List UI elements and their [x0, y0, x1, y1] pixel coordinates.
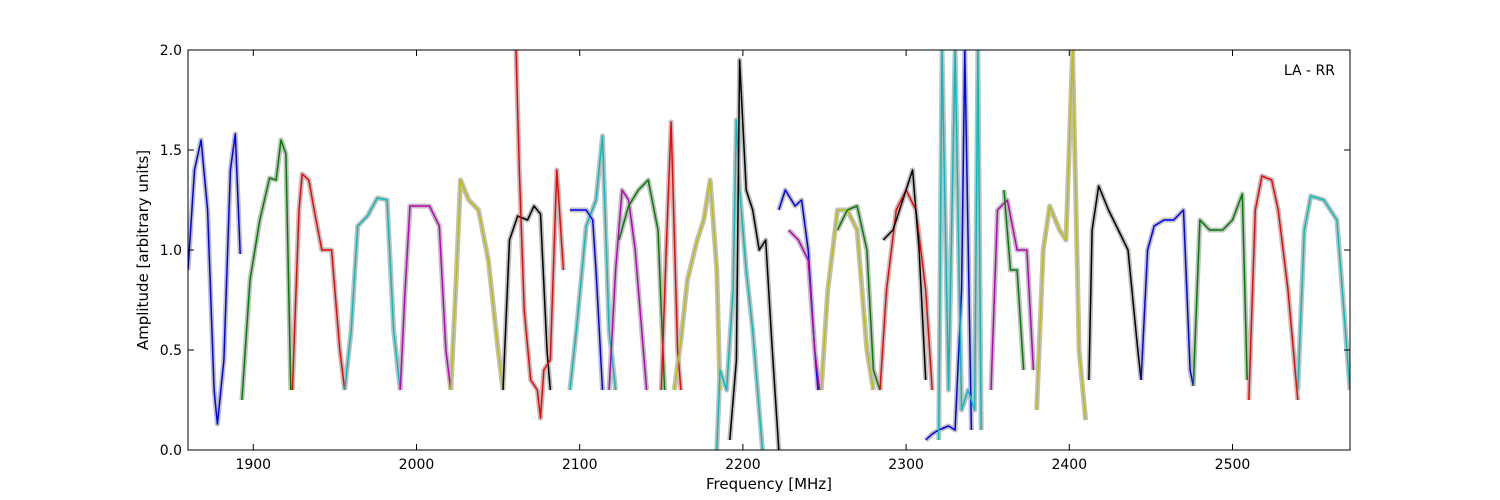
- series-line-24: [937, 50, 982, 441]
- series-line-11: [608, 189, 648, 391]
- series-line-2: [241, 139, 292, 401]
- series-line-13: [660, 121, 682, 391]
- series-group: [188, 50, 1350, 450]
- series-line-31: [1248, 175, 1299, 401]
- series-line-1: [188, 133, 241, 425]
- series-line-23: [925, 50, 973, 441]
- series-line-30: [1192, 193, 1248, 387]
- series-line-16: [729, 59, 780, 450]
- y-tick-label: 0.0: [160, 443, 182, 459]
- series-line-14: [673, 179, 721, 391]
- y-tick-label: 1.5: [160, 143, 182, 159]
- series-line-25: [990, 199, 1035, 391]
- series-line-10: [569, 209, 604, 391]
- x-tick-label: 2200: [725, 457, 761, 473]
- y-axis: 0.0 0.5 1.0 1.5 2.0: [160, 43, 1350, 459]
- x-tick-label: 1900: [235, 457, 271, 473]
- series-line-28: [1088, 185, 1142, 381]
- series-line-7: [502, 205, 552, 391]
- series-line-20: [836, 205, 881, 391]
- series-line-5: [399, 205, 452, 391]
- x-axis: 1900 2000 2100 2200 2300 2400 2500: [235, 50, 1250, 473]
- x-axis-label: Frequency [MHz]: [706, 475, 832, 493]
- series-line-29: [1140, 209, 1195, 387]
- series-line-18: [788, 229, 821, 391]
- x-tick-label: 2000: [399, 457, 435, 473]
- panel-annotation: LA - RR: [1284, 63, 1335, 79]
- y-tick-label: 1.0: [160, 243, 182, 259]
- series-line-32: [1297, 195, 1350, 391]
- x-tick-label: 2300: [888, 457, 924, 473]
- x-tick-label: 2400: [1051, 457, 1087, 473]
- y-tick-label: 2.0: [160, 43, 182, 59]
- series-line-8: [515, 50, 565, 419]
- y-tick-label: 0.5: [160, 343, 182, 359]
- y-axis-label: Amplitude [arbitrary units]: [134, 150, 152, 350]
- series-line-12: [618, 179, 666, 391]
- series-line-26: [1003, 189, 1025, 371]
- series-line-9: [569, 135, 617, 391]
- x-tick-label: 2500: [1215, 457, 1251, 473]
- series-line-4: [343, 197, 401, 391]
- series-line-6: [450, 179, 504, 391]
- x-tick-label: 2100: [562, 457, 598, 473]
- series-line-27: [1035, 50, 1087, 421]
- series-line-3: [291, 173, 346, 391]
- series-line-22: [882, 169, 927, 381]
